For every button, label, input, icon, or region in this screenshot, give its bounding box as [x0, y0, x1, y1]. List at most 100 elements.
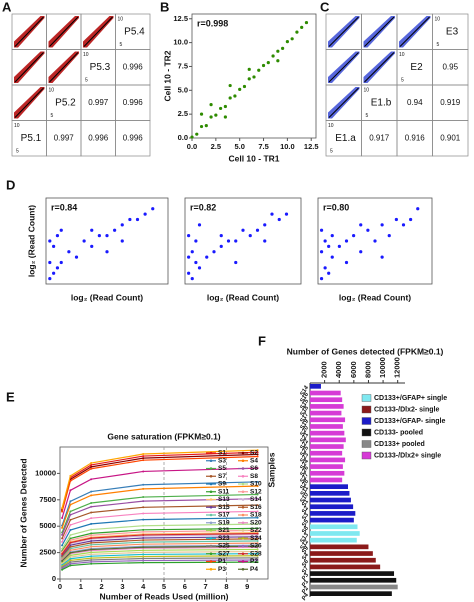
bar [310, 511, 356, 516]
diagonal-label: P5.4 [124, 26, 145, 37]
point [327, 244, 331, 248]
bar [310, 524, 358, 530]
legend-dot [241, 505, 245, 509]
category-label: S13 [300, 532, 311, 545]
panel-letter: F [258, 333, 266, 348]
series-point [256, 485, 259, 488]
point [373, 239, 377, 243]
series-point [90, 537, 93, 540]
point [271, 54, 275, 58]
series-point [256, 455, 259, 458]
legend-label: S11 [218, 488, 230, 495]
series-point [142, 533, 145, 536]
series-point [256, 493, 259, 496]
series-point [142, 539, 145, 542]
point [290, 37, 294, 41]
diagonal-tick: 5 [330, 148, 333, 154]
series-point [90, 528, 93, 531]
legend-label: S25 [218, 543, 230, 550]
legend-label: S9 [218, 481, 226, 488]
series-point [61, 559, 64, 562]
legend-dot [209, 560, 213, 563]
legend-dot [209, 513, 213, 517]
point [300, 25, 304, 29]
legend-dot [209, 451, 213, 455]
point [319, 277, 324, 281]
plot-frame [45, 197, 169, 285]
point [214, 113, 218, 117]
legend-label: S22 [250, 527, 262, 534]
point [194, 239, 198, 243]
category-label: S26 [300, 465, 311, 478]
series-point [69, 480, 72, 483]
series-point [256, 516, 259, 519]
point [281, 46, 285, 50]
series-point [69, 564, 72, 567]
category-label: S10 [300, 492, 311, 505]
point [187, 234, 191, 238]
legend-label: S24 [250, 535, 262, 542]
diagonal-label: E2 [410, 62, 423, 73]
chart-title: Number of Genes detected (FPKM≥0.1) [287, 346, 444, 356]
category-label: S3 [301, 512, 310, 522]
x-axis-label: Number of Reads Used (million) [100, 591, 229, 601]
series-point [256, 554, 259, 557]
series-point [142, 549, 145, 552]
series-point [256, 510, 259, 513]
point [135, 217, 140, 222]
point [409, 217, 413, 222]
correlation-value: 0.996 [88, 133, 109, 142]
chart-title: Gene saturation (FPKM≥0.1) [107, 431, 220, 441]
panel-letter: D [6, 177, 15, 192]
legend-label: S8 [250, 473, 258, 480]
point [276, 59, 280, 63]
series-point [90, 522, 93, 525]
series-point [142, 551, 145, 554]
bar [310, 484, 348, 489]
series-point [90, 465, 93, 468]
point [113, 228, 117, 232]
point [199, 112, 204, 116]
series-point [90, 545, 93, 548]
series-point [90, 490, 93, 493]
legend-label: S15 [218, 504, 230, 511]
legend-dot [209, 505, 213, 509]
category-label: S9 [301, 545, 310, 555]
point [105, 250, 109, 254]
panel-letter: A [2, 0, 12, 14]
legend-swatch [361, 428, 372, 437]
category-label: S19 [300, 418, 311, 431]
point [330, 234, 334, 238]
x-tick-label: 10.0 [280, 142, 295, 151]
diagonal-tick: 5 [401, 77, 404, 83]
y-tick-label: 7.5 [178, 61, 188, 70]
diagonal-tick: 5 [366, 113, 369, 119]
bar [310, 571, 395, 576]
x-tick-label: 2000 [320, 361, 329, 378]
series-point [69, 537, 72, 540]
y-tick-label: 10000 [35, 468, 56, 477]
legend-swatch [361, 440, 372, 448]
series-point [90, 511, 93, 514]
bar [310, 464, 343, 469]
bar [310, 497, 351, 503]
legend-label: S12 [250, 488, 262, 495]
scatter-core [364, 16, 395, 47]
bar [310, 477, 343, 483]
bar [310, 424, 343, 429]
legend-label: CD133-/Dlx2+ single [374, 452, 441, 459]
legend-label: S4 [250, 457, 258, 464]
legend-dot [241, 451, 245, 455]
point [233, 94, 237, 98]
legend-label: S20 [250, 519, 262, 526]
category-label: S4 [301, 552, 310, 562]
x-axis-label: log₂ (Read Count) [339, 292, 411, 302]
legend-label: S3 [218, 457, 226, 464]
y-tick-label: 0 [52, 574, 56, 583]
legend-swatch [361, 394, 372, 402]
series-point [256, 527, 259, 530]
correlation-value: 0.919 [440, 98, 461, 107]
legend-dot [241, 513, 245, 517]
series-point [142, 541, 145, 544]
series-point [90, 505, 93, 508]
